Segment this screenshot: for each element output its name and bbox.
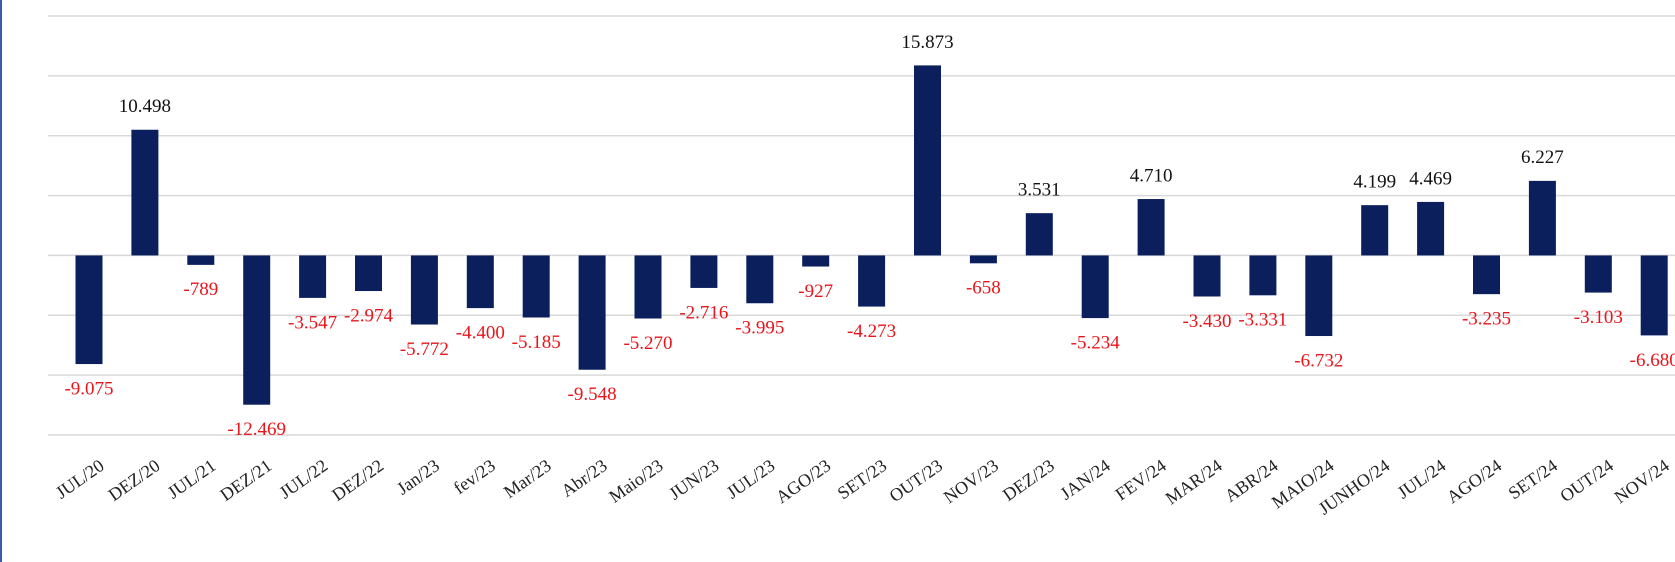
- value-label: -5.772: [400, 339, 449, 360]
- x-tick-label: Jan/23: [393, 455, 443, 498]
- value-label: 3.531: [1018, 180, 1061, 201]
- bar: [746, 255, 774, 304]
- value-label: -2.716: [679, 302, 728, 323]
- bar: [1025, 213, 1053, 256]
- bar: [1081, 255, 1109, 319]
- x-tick-label: SET/24: [1505, 455, 1562, 503]
- value-label: -3.103: [1574, 307, 1623, 328]
- x-tick-label: Abr/23: [558, 455, 611, 501]
- value-label: -5.185: [512, 332, 561, 353]
- value-label: 6.227: [1521, 147, 1564, 168]
- x-tick-label: JUL/24: [1394, 455, 1450, 502]
- bar: [355, 255, 382, 292]
- x-tick-label: NOV/24: [1611, 455, 1673, 507]
- bar: [1417, 201, 1445, 256]
- value-label: -3.547: [288, 312, 337, 333]
- x-tick-label: AGO/24: [1443, 455, 1505, 507]
- x-tick-label: DEZ/21: [216, 455, 275, 505]
- bar: [1640, 255, 1668, 336]
- x-tick-label: OUT/23: [886, 455, 947, 506]
- value-label: -5.270: [623, 333, 672, 354]
- x-tick-label: JUN/23: [665, 455, 722, 504]
- x-tick-label: DEZ/23: [999, 455, 1058, 505]
- bar: [466, 255, 494, 309]
- bar: [1528, 180, 1556, 256]
- value-label: -6.680: [1630, 350, 1675, 371]
- value-label: -2.974: [344, 305, 394, 326]
- value-label: 4.199: [1353, 172, 1396, 193]
- x-tick-label: JUL/20: [52, 455, 108, 502]
- bar: [634, 255, 662, 319]
- value-label: -9.548: [568, 384, 617, 405]
- bar: [1473, 255, 1500, 295]
- x-tick-label: NOV/23: [940, 455, 1002, 507]
- bar: [578, 255, 606, 370]
- bar: [914, 65, 941, 256]
- bar: [522, 255, 550, 318]
- value-label: -3.331: [1238, 310, 1287, 331]
- x-tick-label: JAN/24: [1057, 455, 1114, 504]
- value-label: 4.710: [1130, 165, 1173, 186]
- x-tick-label: FEV/24: [1112, 455, 1170, 504]
- x-tick-label: fev/23: [450, 455, 499, 498]
- x-tick-label: OUT/24: [1556, 455, 1617, 506]
- bar: [1193, 255, 1221, 297]
- value-label: -658: [966, 278, 1001, 299]
- value-label: 10.498: [119, 96, 171, 117]
- bar: [299, 255, 327, 298]
- value-label: -789: [183, 279, 218, 300]
- value-label: -927: [798, 281, 833, 302]
- bar: [1137, 199, 1165, 256]
- x-tick-label: JUL/23: [723, 455, 779, 502]
- value-label: 4.469: [1409, 168, 1452, 189]
- x-tick-label: SET/23: [834, 455, 891, 503]
- value-label: 15.873: [901, 32, 953, 53]
- bar: [858, 255, 886, 307]
- bar: [1584, 255, 1612, 293]
- value-label: -3.430: [1182, 311, 1231, 332]
- value-label: -9.075: [64, 378, 113, 399]
- bar: [187, 255, 215, 265]
- x-tick-label: JUL/22: [276, 455, 332, 502]
- bar: [1361, 205, 1389, 256]
- bar: [690, 255, 718, 288]
- x-tick-label: MAR/24: [1162, 455, 1226, 508]
- value-label: -5.234: [1071, 332, 1121, 353]
- value-label: -6.732: [1294, 350, 1343, 371]
- x-tick-label: JUL/21: [164, 455, 220, 502]
- value-label: -3.235: [1462, 309, 1511, 330]
- x-tick-label: DEZ/20: [105, 455, 164, 505]
- bar: [131, 129, 159, 256]
- bar: [410, 255, 438, 325]
- value-label: -12.469: [227, 419, 286, 440]
- bar: [802, 255, 830, 267]
- x-tick-label: DEZ/22: [328, 455, 387, 505]
- bar: [243, 255, 271, 405]
- bar: [969, 255, 997, 264]
- bar: [1249, 255, 1277, 296]
- bar: [1305, 255, 1333, 337]
- value-label: -4.400: [456, 322, 505, 343]
- value-label: -3.995: [735, 318, 784, 339]
- x-tick-label: AGO/23: [772, 455, 834, 507]
- x-tick-label: Mar/23: [500, 455, 555, 502]
- value-label: -4.273: [847, 321, 896, 342]
- x-tick-label: Maio/23: [605, 455, 666, 506]
- bar: [75, 255, 103, 365]
